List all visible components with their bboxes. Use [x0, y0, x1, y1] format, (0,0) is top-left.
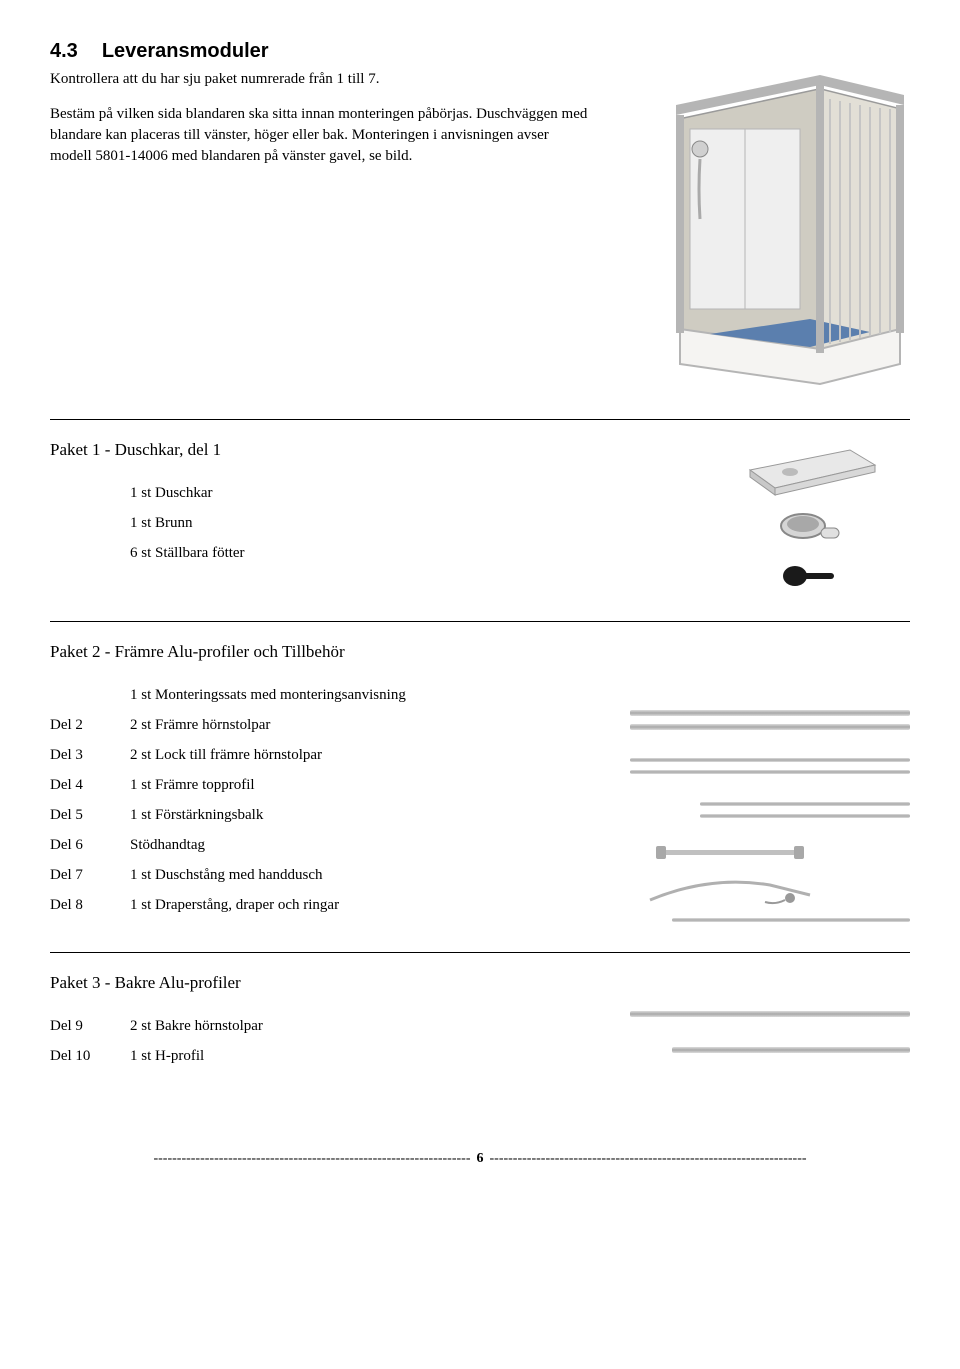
adjustable-foot-icon: [780, 561, 840, 591]
table-row: Del 7 1 st Duschstång med handdusch: [50, 860, 406, 890]
shower-cabin-illustration: [650, 69, 910, 389]
paket-1-images: [710, 440, 910, 591]
paket-1-item: 6 st Ställbara fötter: [130, 538, 710, 568]
divider-2: [50, 621, 910, 622]
part-desc: 2 st Bakre hörnstolpar: [130, 1011, 263, 1041]
paket-2-block: 1 st Monteringssats med monteringsanvisn…: [50, 680, 910, 922]
handle-icon: [630, 842, 830, 862]
footer-dashes-right: ----------------------------------------…: [490, 1151, 807, 1167]
page-number: 6: [477, 1151, 484, 1167]
part-label: Del 8: [50, 890, 130, 920]
profile-bar-icon: [700, 802, 910, 806]
paket-2-table: 1 st Monteringssats med monteringsanvisn…: [50, 680, 406, 920]
paket-2-intro: 1 st Monteringssats med monteringsanvisn…: [130, 680, 406, 710]
section-number: 4.3: [50, 40, 78, 62]
part-desc: 2 st Främre hörnstolpar: [130, 710, 406, 740]
part-label: Del 6: [50, 830, 130, 860]
table-row: Del 2 2 st Främre hörnstolpar: [50, 710, 406, 740]
table-row: Del 5 1 st Förstärkningsbalk: [50, 800, 406, 830]
part-desc: 1 st H-profil: [130, 1041, 263, 1071]
profile-bar-icon: [672, 1047, 910, 1053]
part-label: Del 4: [50, 770, 130, 800]
part-desc: Stödhandtag: [130, 830, 406, 860]
page-footer: ----------------------------------------…: [50, 1151, 910, 1167]
intro-text-column: Kontrollera att du har sju paket numrera…: [50, 69, 630, 181]
part-desc: 2 st Lock till främre hörnstolpar: [130, 740, 406, 770]
profile-bar-icon: [630, 724, 910, 730]
paket-2-intro-row: 1 st Monteringssats med monteringsanvisn…: [50, 680, 406, 710]
part-label: Del 7: [50, 860, 130, 890]
table-row: Del 3 2 st Lock till främre hörnstolpar: [50, 740, 406, 770]
part-label: Del 5: [50, 800, 130, 830]
table-row: Del 9 2 st Bakre hörnstolpar: [50, 1011, 263, 1041]
part-desc: 1 st Duschstång med handdusch: [130, 860, 406, 890]
paket-3-profile-images: [630, 1011, 910, 1053]
paket-1-item: 1 st Brunn: [130, 508, 710, 538]
profile-bar-icon: [700, 814, 910, 818]
footer-dashes-left: ----------------------------------------…: [153, 1151, 470, 1167]
drain-icon: [775, 508, 845, 553]
paket-2-title: Paket 2 - Främre Alu-profiler och Tillbe…: [50, 642, 910, 662]
part-desc: 1 st Främre topprofil: [130, 770, 406, 800]
shower-rod-icon: [630, 870, 830, 910]
part-desc: 1 st Draperstång, draper och ringar: [130, 890, 406, 920]
paket-1-title: Paket 1 - Duschkar, del 1: [50, 440, 710, 460]
profile-bar-icon: [672, 918, 910, 922]
paket-3-block: Del 9 2 st Bakre hörnstolpar Del 10 1 st…: [50, 1011, 910, 1071]
table-row: Del 10 1 st H-profil: [50, 1041, 263, 1071]
part-label: Del 3: [50, 740, 130, 770]
paket-1-item: 1 st Duschkar: [130, 478, 710, 508]
divider-1: [50, 419, 910, 420]
paket-3-title: Paket 3 - Bakre Alu-profiler: [50, 973, 910, 993]
paket-2-profile-images: [630, 710, 910, 922]
part-desc: 1 st Förstärkningsbalk: [130, 800, 406, 830]
intro-paragraph-1: Kontrollera att du har sju paket numrera…: [50, 69, 590, 90]
intro-paragraph-2: Bestäm på vilken sida blandaren ska sitt…: [50, 104, 590, 167]
empty-label: [50, 680, 130, 710]
paket-3-table: Del 9 2 st Bakre hörnstolpar Del 10 1 st…: [50, 1011, 263, 1071]
paket-1-block: Paket 1 - Duschkar, del 1 1 st Duschkar …: [50, 440, 910, 591]
shower-tray-icon: [740, 440, 880, 500]
paket-1-text: Paket 1 - Duschkar, del 1 1 st Duschkar …: [50, 440, 710, 568]
profile-bar-icon: [630, 1011, 910, 1017]
part-label: Del 9: [50, 1011, 130, 1041]
part-label: Del 2: [50, 710, 130, 740]
part-label: Del 10: [50, 1041, 130, 1071]
intro-block: Kontrollera att du har sju paket numrera…: [50, 69, 910, 389]
section-title: Leveransmoduler: [102, 40, 269, 62]
table-row: Del 6 Stödhandtag: [50, 830, 406, 860]
divider-3: [50, 952, 910, 953]
profile-bar-icon: [630, 758, 910, 762]
profile-bar-icon: [630, 710, 910, 716]
paket-1-items: 1 st Duschkar 1 st Brunn 6 st Ställbara …: [130, 478, 710, 568]
table-row: Del 4 1 st Främre topprofil: [50, 770, 406, 800]
table-row: Del 8 1 st Draperstång, draper och ringa…: [50, 890, 406, 920]
section-heading: 4.3 Leveransmoduler: [50, 40, 910, 63]
profile-bar-icon: [630, 770, 910, 774]
